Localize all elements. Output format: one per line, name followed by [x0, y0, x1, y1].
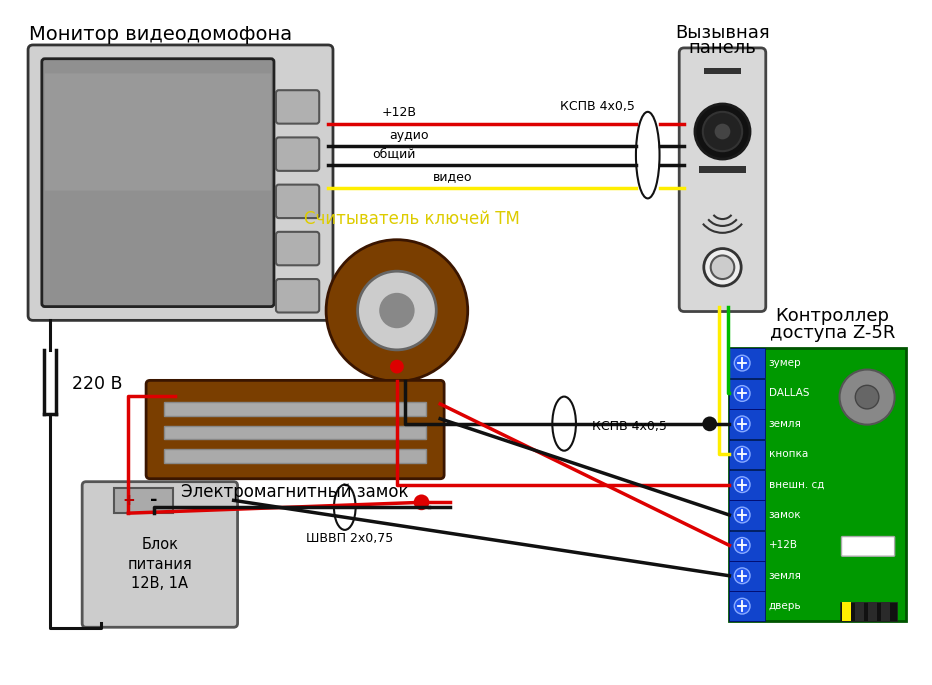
- Text: зумер: зумер: [769, 358, 802, 368]
- Bar: [699, 166, 747, 173]
- Text: 220 В: 220 В: [73, 375, 123, 393]
- Bar: [840, 601, 897, 621]
- Text: замок: замок: [769, 510, 802, 520]
- FancyBboxPatch shape: [146, 380, 445, 479]
- Text: +: +: [122, 493, 135, 508]
- Text: аудио: аудио: [389, 129, 429, 142]
- Circle shape: [711, 256, 734, 279]
- Text: Контроллер: Контроллер: [775, 308, 890, 325]
- Bar: [164, 425, 427, 439]
- Bar: [114, 488, 172, 513]
- FancyBboxPatch shape: [276, 185, 319, 218]
- Text: Монитор видеодомофона: Монитор видеодомофона: [29, 25, 293, 44]
- Text: +12В: +12В: [769, 540, 798, 551]
- Bar: [730, 470, 765, 500]
- Bar: [730, 348, 907, 621]
- Circle shape: [856, 385, 879, 409]
- Circle shape: [695, 104, 750, 159]
- Circle shape: [326, 240, 468, 382]
- Circle shape: [414, 495, 430, 510]
- Circle shape: [734, 507, 750, 523]
- FancyBboxPatch shape: [842, 536, 895, 556]
- Bar: [856, 601, 864, 621]
- Text: общий: общий: [372, 148, 416, 161]
- FancyBboxPatch shape: [276, 279, 319, 312]
- Text: земля: земля: [769, 571, 802, 581]
- Circle shape: [358, 271, 436, 350]
- Circle shape: [734, 386, 750, 401]
- Text: КСПВ 4х0,5: КСПВ 4х0,5: [592, 420, 666, 433]
- Text: питания: питания: [128, 557, 192, 572]
- Bar: [730, 409, 765, 439]
- Bar: [730, 591, 765, 621]
- Bar: [730, 379, 765, 409]
- FancyBboxPatch shape: [28, 45, 333, 321]
- Text: +12В: +12В: [381, 106, 417, 119]
- Circle shape: [734, 447, 750, 462]
- Circle shape: [734, 416, 750, 432]
- Text: ШВВП 2х0,75: ШВВП 2х0,75: [306, 532, 393, 545]
- Text: земля: земля: [769, 419, 802, 429]
- Bar: [868, 601, 877, 621]
- Bar: [730, 349, 765, 378]
- Circle shape: [734, 477, 750, 493]
- Text: КСПВ 4х0,5: КСПВ 4х0,5: [560, 101, 635, 114]
- Text: DALLAS: DALLAS: [769, 388, 809, 399]
- Text: кнопка: кнопка: [769, 449, 808, 459]
- Circle shape: [390, 360, 404, 373]
- Text: -: -: [150, 491, 158, 510]
- FancyBboxPatch shape: [276, 138, 319, 171]
- Text: внешн. сд: внешн. сд: [769, 479, 824, 490]
- Circle shape: [734, 568, 750, 584]
- Bar: [843, 601, 851, 621]
- Circle shape: [704, 249, 741, 286]
- Bar: [164, 402, 427, 416]
- FancyBboxPatch shape: [42, 59, 274, 307]
- Circle shape: [734, 598, 750, 614]
- Bar: [843, 601, 851, 621]
- Text: 12В, 1А: 12В, 1А: [131, 577, 188, 591]
- Bar: [730, 561, 765, 591]
- Circle shape: [734, 538, 750, 553]
- Bar: [730, 500, 765, 530]
- Text: Вызывная: Вызывная: [675, 24, 770, 42]
- Text: Считыватель ключей ТМ: Считыватель ключей ТМ: [304, 210, 520, 228]
- Circle shape: [703, 416, 717, 432]
- Text: видео: видео: [433, 171, 473, 184]
- Circle shape: [715, 124, 731, 139]
- Circle shape: [734, 356, 750, 371]
- Bar: [730, 531, 765, 560]
- Circle shape: [379, 292, 415, 328]
- Bar: [704, 68, 741, 75]
- Bar: [881, 601, 890, 621]
- FancyBboxPatch shape: [679, 48, 766, 312]
- FancyBboxPatch shape: [45, 73, 271, 190]
- Text: панель: панель: [689, 39, 757, 57]
- Bar: [730, 440, 765, 469]
- FancyBboxPatch shape: [276, 232, 319, 265]
- Circle shape: [703, 112, 742, 151]
- FancyBboxPatch shape: [82, 482, 238, 627]
- Text: Блок: Блок: [142, 537, 178, 552]
- Circle shape: [840, 369, 895, 425]
- FancyBboxPatch shape: [276, 90, 319, 124]
- Bar: [164, 449, 427, 463]
- Text: доступа Z-5R: доступа Z-5R: [770, 324, 896, 342]
- Text: Электромагнитный замок: Электромагнитный замок: [182, 482, 409, 501]
- Text: дверь: дверь: [769, 601, 802, 611]
